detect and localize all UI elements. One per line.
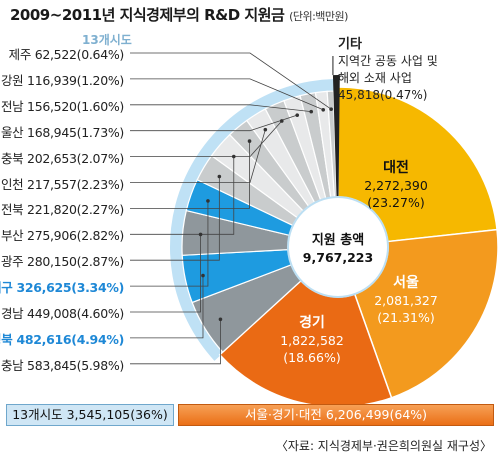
leader-경북: [130, 275, 204, 339]
unit-text: (단위:백만원): [289, 10, 348, 23]
region-label-충남: 충남 583,845(5.98%): [0, 357, 124, 373]
svg-text:대전: 대전: [383, 159, 409, 176]
leader-dot-부산: [231, 154, 236, 159]
leader-전북: [130, 141, 250, 209]
svg-text:1,822,582: 1,822,582: [280, 333, 344, 348]
leader-dot-경북: [201, 273, 205, 278]
region-label-제주: 제주 62,522(0.64%): [8, 47, 125, 62]
slice-label-대전: 대전 2,272,390 (23.27%): [364, 159, 428, 210]
leader-dot-인천: [263, 127, 268, 132]
leader-dot-울산: [295, 113, 300, 117]
region-label-전남: 전남 156,520(1.60%): [0, 98, 124, 114]
center-label: 지원 총액: [312, 232, 364, 248]
leader-dot-충북: [279, 119, 284, 123]
regions-total-bar: 13개시도 3,545,105(36%): [6, 404, 174, 426]
leader-강원: [130, 78, 324, 111]
region-label-울산: 울산 168,945(1.73%): [0, 124, 124, 140]
leader-dot-충남: [218, 317, 223, 322]
leader-경남: [130, 234, 201, 313]
other-desc-1: 지역간 공동 사업 및: [338, 54, 438, 68]
svg-text:(21.31%): (21.31%): [377, 310, 434, 325]
source-note: 〈자료: 지식경제부·권은희의원실 재구성〉: [275, 439, 492, 453]
other-value: 45,818(0.47%): [338, 88, 428, 102]
other-name: 기타: [338, 37, 362, 52]
slice-label-서울: 서울 2,081,327 (21.31%): [374, 274, 438, 325]
region-label-경남: 경남 449,008(4.60%): [0, 306, 124, 321]
svg-text:2,272,390: 2,272,390: [364, 178, 428, 193]
leader-dot-광주: [217, 174, 222, 179]
slice-label-경기: 경기 1,822,582 (18.66%): [280, 314, 344, 365]
leader-인천: [130, 129, 266, 183]
capital-total-bar: 서울·경기·대전 6,206,499(64%): [178, 404, 494, 426]
svg-text:(23.27%): (23.27%): [367, 195, 424, 210]
svg-text:경기: 경기: [299, 314, 325, 331]
title-text: 2009~2011년 지식경제부의 R&D 지원금: [10, 6, 285, 24]
leader-dot-대구: [206, 199, 210, 203]
region-label-광주: 광주 280,150(2.87%): [0, 254, 124, 270]
leader-dot-강원: [321, 107, 326, 112]
leader-dot-경남: [198, 232, 203, 237]
other-callout: 기타 지역간 공동 사업 및 해외 소재 사업 45,818(0.47%): [338, 36, 438, 104]
leader-충북: [130, 120, 283, 158]
leader-제주: [130, 52, 332, 110]
regions-subhead: 13개시도: [82, 33, 132, 47]
leader-대구: [130, 200, 209, 287]
region-label-인천: 인천 217,557(2.23%): [0, 176, 124, 192]
svg-text:2,081,327: 2,081,327: [374, 293, 438, 308]
region-label-강원: 강원 116,939(1.20%): [0, 72, 124, 88]
region-label-부산: 부산 275,906(2.82%): [0, 228, 124, 244]
other-desc-2: 해외 소재 사업: [338, 71, 412, 85]
region-label-대구: 대구 326,625(3.34%): [0, 280, 124, 296]
leader-부산: [130, 156, 235, 235]
leader-dot-제주: [329, 107, 333, 111]
svg-text:(18.66%): (18.66%): [283, 350, 340, 365]
svg-text:서울: 서울: [393, 274, 419, 291]
chart-title: 2009~2011년 지식경제부의 R&D 지원금 (단위:백만원): [10, 4, 348, 25]
region-label-경북: 경북 482,616(4.94%): [0, 331, 124, 347]
region-label-전북: 전북 221,820(2.27%): [0, 202, 124, 218]
region-label-충북: 충북 202,653(2.07%): [0, 150, 124, 166]
leader-충남: [130, 319, 221, 365]
leader-전남: [130, 104, 312, 113]
center-hole: [287, 196, 389, 298]
leader-dot-전남: [309, 109, 314, 114]
leader-광주: [130, 176, 220, 261]
center-total: 9,767,223: [303, 250, 373, 265]
leader-dot-전북: [247, 139, 252, 143]
pie-slice-기타: [332, 74, 340, 198]
